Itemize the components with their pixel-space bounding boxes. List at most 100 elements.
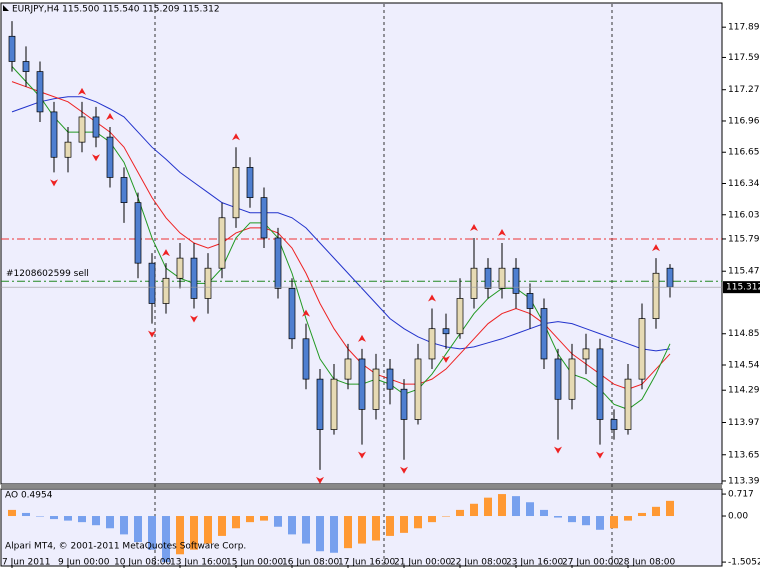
candle-body [274, 237, 282, 289]
candle-body [428, 328, 436, 360]
y-tick-label: 114.540 [728, 361, 760, 371]
ao-bar [624, 516, 632, 521]
ao-bar [512, 496, 520, 517]
ao-bar [316, 516, 324, 552]
fractal-up [652, 244, 660, 252]
ao-title: AO 0.4954 [5, 491, 53, 501]
candle-body [624, 378, 632, 430]
ao-bar [274, 516, 282, 527]
fractal-down [148, 330, 156, 338]
candle-body [540, 308, 548, 360]
candle-body [414, 358, 422, 420]
candle-body [50, 111, 58, 158]
ao-bar [358, 516, 366, 544]
ao-bar [372, 516, 380, 541]
ao-bar [78, 516, 86, 523]
candle-body [106, 136, 114, 178]
y-tick-label: 113.970 [728, 418, 760, 428]
y-tick-label: 114.290 [728, 386, 760, 396]
candle-body [358, 358, 366, 410]
candle-body [652, 272, 660, 319]
fractal-up [162, 249, 170, 257]
ao-y-tick-label: -1.5052 [728, 558, 760, 568]
candle-body [344, 358, 352, 380]
candle-body [92, 116, 100, 138]
ao-bar [414, 516, 422, 529]
candle-body [232, 167, 240, 219]
fractal-down [554, 446, 562, 454]
ao-bar [288, 516, 296, 535]
candle-body [554, 358, 562, 400]
levels: #1208602599 sell [1, 238, 722, 282]
candle-body [610, 419, 618, 430]
y-tick-label: 117.270 [728, 85, 760, 95]
ao-bar [470, 503, 478, 517]
ao-bar [498, 494, 506, 517]
candle-body [456, 298, 464, 335]
fractals [50, 87, 660, 484]
y-tick-label: 116.650 [728, 148, 760, 158]
ao-bar [92, 516, 100, 526]
candle-body [176, 257, 184, 279]
ao-bar [50, 516, 58, 520]
ao-bar [232, 516, 240, 529]
y-tick-label: 116.030 [728, 210, 760, 220]
ao-bar [246, 516, 254, 523]
candle-body [330, 378, 338, 430]
ao-bar [456, 509, 464, 517]
ao-bar [540, 509, 548, 517]
fractal-down [400, 466, 408, 474]
candle-body [596, 348, 604, 420]
y-tick-label: 115.790 [728, 234, 760, 244]
ao-bar [64, 516, 72, 521]
candle-body [134, 202, 142, 264]
ao-bar [22, 512, 30, 517]
candle-body [260, 197, 268, 239]
candle-body [190, 257, 198, 299]
ao-bar [190, 516, 198, 550]
moving-average [11, 81, 671, 390]
x-tick-label: 9 Jun 00:00 [58, 558, 110, 568]
candle-body [498, 267, 506, 289]
candle-body [526, 293, 534, 309]
candle-body [302, 338, 310, 380]
moving-averages [11, 66, 671, 410]
candle-body [22, 61, 30, 72]
ao-bar [652, 506, 660, 517]
candle-body [120, 177, 128, 204]
fractal-up [498, 228, 506, 236]
candle-body [204, 267, 212, 299]
candle-body [246, 167, 254, 198]
ao-bar [218, 516, 226, 536]
candle-body [400, 388, 408, 420]
fractal-up [232, 133, 240, 141]
fractal-down [50, 179, 58, 187]
ao-bar [582, 516, 590, 526]
chart-title: EURJPY,H4 115.500 115.540 115.209 115.31… [12, 5, 220, 15]
ao-bar [526, 502, 534, 517]
moving-average [11, 96, 671, 352]
ao-bar [330, 516, 338, 553]
y-tick-label: 116.960 [728, 116, 760, 126]
ao-bar [484, 497, 492, 517]
candles [8, 21, 674, 470]
axes: 117.890 117.590 117.270 116.960 116.650 116.3… [1, 23, 760, 568]
ao-bar [176, 516, 184, 555]
candle-body [288, 288, 296, 340]
y-tick-label: 117.590 [728, 53, 760, 63]
candle-body [666, 267, 674, 288]
ao-bar [596, 516, 604, 530]
x-tick-label: 27 Jun 00:00 [562, 558, 619, 568]
x-tick-label: 13 Jun 16:00 [170, 558, 227, 568]
ao-bar [120, 516, 128, 535]
x-tick-label: 17 Jun 16:00 [338, 558, 395, 568]
ao-bar [442, 516, 450, 517]
candle-body [162, 277, 170, 304]
fractal-down [92, 154, 100, 162]
fractal-down [190, 315, 198, 323]
x-tick-label: 22 Jun 08:00 [450, 558, 507, 568]
candle-body [638, 318, 646, 380]
fractal-down [442, 355, 450, 363]
fractal-up [358, 334, 366, 342]
ao-bar [204, 516, 212, 544]
